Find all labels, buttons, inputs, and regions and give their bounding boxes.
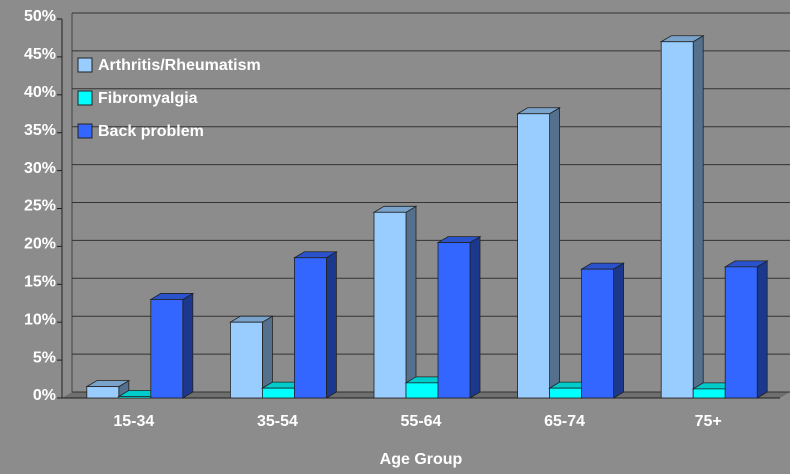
y-tick-label: 25% (24, 198, 56, 215)
y-tick-label: 45% (24, 46, 56, 63)
bar (517, 113, 550, 399)
bar-side (325, 251, 337, 399)
bar (549, 387, 582, 399)
x-axis-title: Age Group (380, 451, 463, 468)
bar-side (692, 35, 704, 399)
y-tick-label: 40% (24, 84, 56, 101)
x-tick-label: 55-64 (401, 413, 442, 430)
bar-side (613, 262, 624, 399)
bar (118, 396, 152, 399)
bar-side (549, 107, 560, 399)
x-tick-label: 75+ (695, 413, 722, 430)
y-tick-label: 0% (33, 387, 56, 404)
y-tick-label: 15% (24, 274, 56, 291)
legend-label: Fibromyalgia (98, 90, 198, 107)
bar-side (405, 205, 417, 399)
bar (86, 386, 120, 399)
x-tick-label: 35-54 (257, 413, 298, 430)
bar (660, 41, 694, 399)
legend-swatch (77, 57, 93, 73)
bar (405, 382, 439, 399)
bar (229, 321, 263, 399)
y-tick-label: 5% (33, 349, 56, 366)
bar-side (469, 235, 481, 399)
y-tick-label: 50% (24, 8, 56, 25)
bar (437, 242, 471, 399)
x-tick-label: 15-34 (113, 413, 154, 430)
y-tick-label: 35% (24, 122, 56, 139)
y-tick-label: 20% (24, 236, 56, 253)
legend-label: Back problem (98, 123, 204, 140)
bar (373, 211, 407, 399)
bar (150, 299, 184, 399)
legend-swatch (77, 90, 93, 106)
bar-side (756, 260, 768, 399)
bar (293, 257, 327, 399)
bar-side (182, 292, 194, 399)
y-tick-label: 10% (24, 311, 56, 328)
bar (581, 268, 614, 399)
y-tick-label: 30% (24, 160, 56, 177)
legend-label: Arthritis/Rheumatism (98, 57, 261, 74)
bar (692, 388, 726, 399)
x-tick-label: 65-74 (544, 413, 585, 430)
bar (724, 266, 758, 399)
legend-swatch (77, 123, 93, 139)
bar (261, 387, 295, 399)
